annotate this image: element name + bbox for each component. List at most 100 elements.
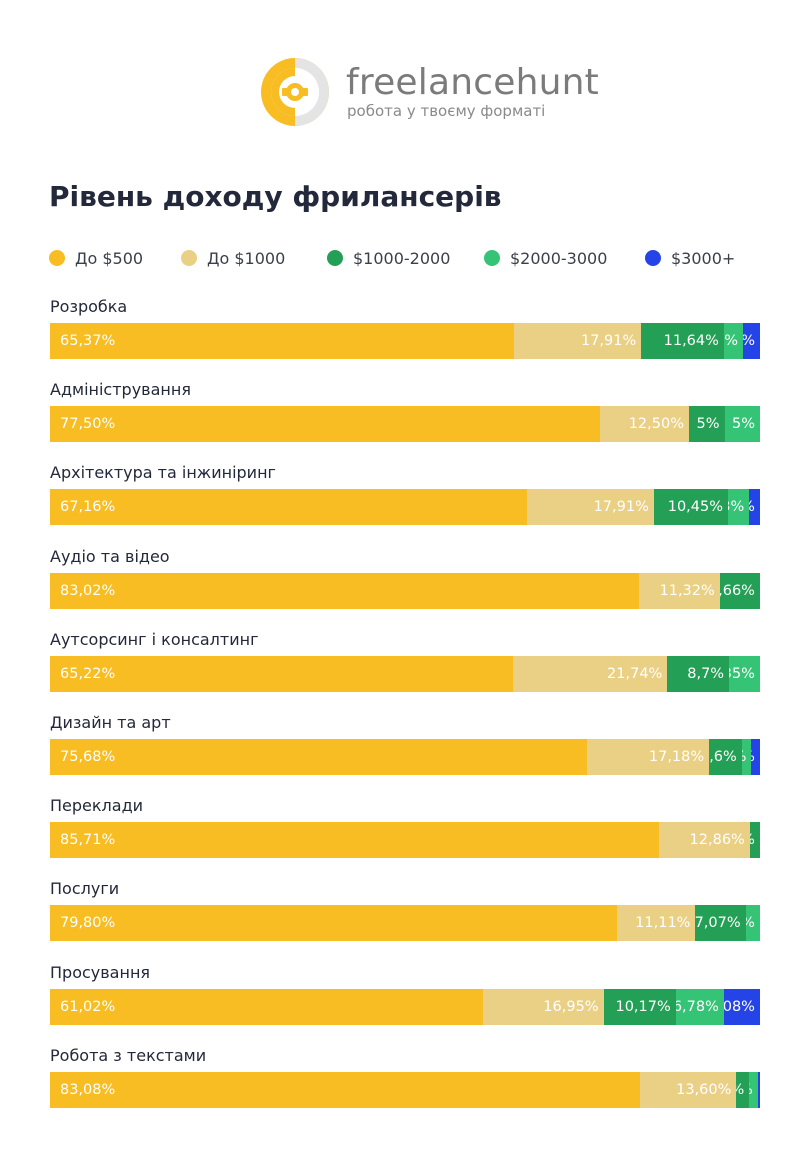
data-label: 10,17% (615, 998, 671, 1015)
bar-segment: 10,17% (603, 988, 676, 1025)
bar-segment: 17,18% (587, 739, 710, 775)
legend-item: $1000-2000 (327, 246, 450, 270)
bar-segment: 4,6% (709, 739, 742, 775)
data-label: 8,7% (687, 665, 725, 682)
bar-row: 65,22% 21,74% 8,7%4,35% (50, 655, 760, 692)
data-label: 65,22% (60, 665, 116, 682)
bar-segment: 17,91% (514, 323, 642, 359)
data-label: 77,50% (60, 416, 116, 433)
data-label: 1,21% (749, 1082, 753, 1098)
bar-segment: 83,02% (50, 572, 640, 609)
data-label: 5% (731, 416, 755, 433)
bar-segment: 1,21% (749, 1071, 758, 1108)
data-label: 3% (728, 499, 745, 516)
bar-row: 77,50% 12,50% 5% 5% (50, 406, 760, 443)
data-label: 13,60% (676, 1081, 732, 1098)
bar-segment: 8,7% (667, 655, 730, 692)
category-label: Архітектура та інжиніринг (50, 463, 276, 483)
bar-segment: 12,86% (658, 822, 750, 859)
data-label: 16,95% (543, 998, 599, 1015)
bar-segment: 2,69% (723, 323, 744, 359)
brand-tagline: робота у твоєму форматі (347, 102, 546, 120)
data-label: 2,02% (746, 915, 755, 931)
data-label: 5,08% (723, 998, 755, 1015)
bar-segment: 3% (728, 489, 750, 526)
legend-label: $2000-3000 (510, 248, 608, 268)
bar-segment: 75,68% (50, 739, 588, 775)
brand-name: freelancehunt (346, 62, 599, 103)
data-label: 5% (696, 416, 720, 433)
data-label: 11,32% (659, 582, 715, 599)
data-label: 65,37% (60, 333, 116, 349)
bar-segment: 5% (689, 406, 725, 443)
bar-segment: 77,50% (50, 406, 601, 443)
bar-segment: 1,36% (741, 739, 752, 775)
legend-item: До $1000 (181, 246, 285, 270)
bar-row: 67,16% 17,91% 10,45%3% 1,5% (50, 489, 760, 526)
chart-legend: До $500 До $1000 $1000-2000 $2000-3000 $3000… (49, 246, 769, 270)
bar-row: 85,71% 12,86% 1,43% (50, 822, 760, 859)
bar-segment: 5,66% (719, 572, 760, 609)
data-label: 83,02% (60, 582, 116, 599)
bar-segment: 11,64% (641, 323, 724, 359)
freelancehunt-logo-icon (261, 58, 329, 126)
data-label: 12,86% (689, 832, 745, 849)
data-label: 6,78% (675, 998, 719, 1015)
bar-segment: 5% (724, 406, 760, 443)
data-label: 61,02% (60, 998, 116, 1015)
data-label: 1,43% (750, 832, 755, 848)
legend-swatch (49, 250, 65, 266)
bar-segment: 65,22% (50, 655, 514, 692)
bar-segment: 67,16% (50, 489, 527, 526)
legend-swatch (327, 250, 343, 266)
data-label: 11,64% (663, 333, 719, 349)
bar-segment: 5,08% (723, 988, 760, 1025)
bar-segment: 10,45% (653, 489, 729, 526)
bar-segment: 1,2% (751, 739, 760, 775)
data-label: 4,6% (709, 749, 737, 765)
category-label: Аутсорсинг і консалтинг (50, 629, 259, 649)
legend-label: $3000+ (671, 248, 736, 268)
bar-row: 75,68% 17,18%4,6% 1,36% 1,2% (50, 739, 760, 775)
data-label: 85,71% (60, 832, 116, 849)
bar-segment: 11,32% (639, 572, 720, 609)
legend-item: $3000+ (645, 246, 735, 270)
category-label: Переклади (50, 796, 144, 816)
bar-segment: 61,02% (50, 988, 484, 1025)
bar-segment: 4,35% (729, 655, 760, 692)
data-label: 17,91% (593, 499, 649, 516)
data-label: 5,66% (720, 582, 755, 599)
bar-segment: 16,95% (483, 988, 604, 1025)
bar-row: 65,37% 17,91% 11,64% 2,69% 2,39% (50, 323, 760, 359)
data-label: 2,69% (724, 333, 739, 349)
bar-row: 83,02% 11,32% 5,66% (50, 572, 760, 609)
data-label: 67,16% (60, 499, 116, 516)
legend-item: До $500 (49, 246, 143, 270)
bar-segment: 83,08% (50, 1071, 640, 1108)
bar-segment: 2,02% (745, 905, 760, 942)
bar-row: 79,80% 11,11%7,07% 2,02% (50, 905, 760, 942)
data-label: 79,80% (60, 915, 116, 932)
data-label: 1,5% (749, 499, 755, 515)
category-label: Дизайн та арт (50, 713, 171, 732)
data-label: 17,91% (580, 333, 637, 349)
data-label: 83,08% (60, 1081, 116, 1098)
bar-segment: 11,11% (616, 905, 696, 942)
legend-label: $1000-2000 (353, 248, 451, 268)
category-label: Робота з текстами (50, 1045, 207, 1065)
bar-row: 61,02% 16,95% 10,17%6,78%5,08% (50, 988, 760, 1025)
legend-swatch (484, 250, 500, 266)
bar-segment: 6,78% (675, 988, 724, 1025)
brand-logo: freelancehunt робота у твоєму форматі (258, 55, 599, 131)
category-label: Адміністрування (50, 380, 191, 400)
bar-segment: 2,39% (743, 323, 760, 359)
bar-segment: 21,74% (513, 655, 668, 692)
data-label: 4,35% (729, 665, 755, 682)
bar-segment: 17,91% (526, 489, 654, 526)
legend-item: $2000-3000 (484, 246, 607, 270)
category-label: Просування (50, 962, 151, 982)
bar-segment: 79,80% (50, 905, 617, 942)
legend-label: До $1000 (207, 248, 286, 268)
bar-segment: 65,37% (50, 323, 515, 359)
category-label: Аудіо та відео (50, 546, 170, 566)
